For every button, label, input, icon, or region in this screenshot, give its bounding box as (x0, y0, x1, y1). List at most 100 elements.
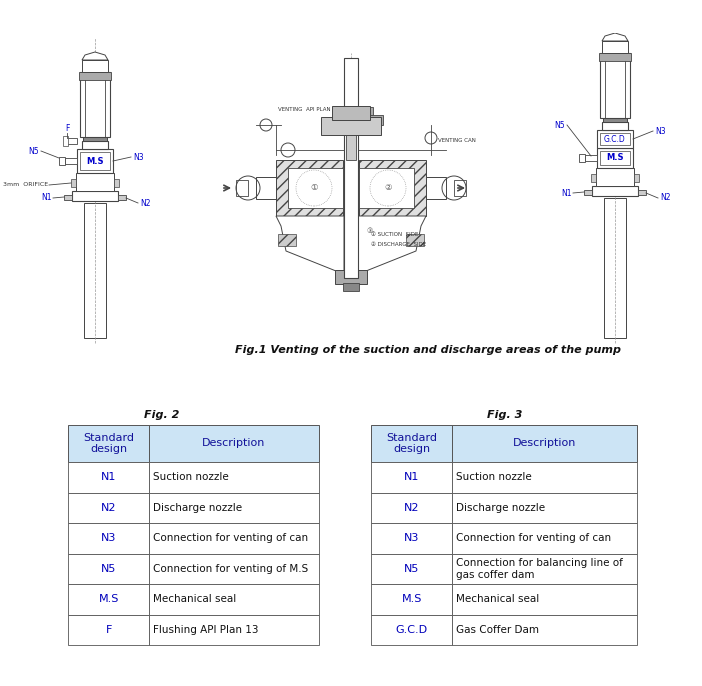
Bar (343, 283, 359, 291)
Text: M.S: M.S (98, 595, 119, 604)
Bar (363, 115, 383, 125)
Bar (600, 53, 630, 118)
Bar (596, 168, 634, 186)
Text: Flushing API Plan 13: Flushing API Plan 13 (153, 625, 259, 635)
Bar (69, 462, 149, 493)
Text: N5: N5 (101, 564, 117, 574)
Text: Standard
design: Standard design (84, 433, 134, 454)
Bar (80, 72, 110, 137)
Bar (288, 168, 343, 208)
Text: M.S: M.S (402, 595, 422, 604)
Text: Connection for venting of M.S: Connection for venting of M.S (153, 564, 309, 574)
Bar (371, 584, 452, 615)
Bar (149, 493, 319, 523)
Bar (585, 155, 597, 161)
Bar (82, 60, 108, 72)
Bar (149, 615, 319, 646)
Bar (452, 425, 637, 462)
Text: F: F (65, 124, 69, 133)
Text: M.S: M.S (86, 156, 104, 165)
Bar (346, 130, 356, 160)
Bar (592, 186, 638, 196)
Polygon shape (602, 33, 628, 41)
Bar (82, 141, 108, 149)
Text: Description: Description (512, 438, 576, 449)
Bar (149, 523, 319, 554)
Text: Discharge nozzle: Discharge nozzle (153, 503, 242, 513)
Text: Fig. 2: Fig. 2 (144, 410, 180, 421)
Bar (149, 425, 319, 462)
Bar (584, 190, 592, 195)
Bar (64, 195, 72, 200)
Polygon shape (358, 216, 426, 271)
Bar (71, 179, 76, 187)
Bar (69, 425, 149, 462)
Polygon shape (82, 52, 108, 60)
Bar (359, 160, 426, 216)
Text: M.S: M.S (607, 154, 624, 163)
Text: Connection for balancing line of
gas coffer dam: Connection for balancing line of gas cof… (456, 558, 623, 580)
Bar (452, 523, 637, 554)
Bar (603, 118, 627, 122)
Bar (256, 177, 276, 199)
Polygon shape (276, 216, 344, 271)
Bar (114, 179, 119, 187)
Text: N2: N2 (404, 503, 419, 513)
Text: ① SUCTION  SIDE: ① SUCTION SIDE (371, 232, 418, 237)
Bar (454, 180, 466, 196)
Bar (452, 462, 637, 493)
Bar (359, 168, 414, 208)
Text: N3: N3 (101, 533, 117, 543)
Bar (597, 148, 633, 168)
Bar (59, 157, 65, 165)
Text: Connection for venting of can: Connection for venting of can (153, 533, 308, 543)
Bar (236, 180, 248, 196)
Bar (371, 462, 452, 493)
Bar (332, 106, 370, 120)
Text: Standard
design: Standard design (386, 433, 437, 454)
Bar (371, 425, 452, 462)
Text: N1: N1 (41, 193, 52, 202)
Bar (452, 584, 637, 615)
Text: Connection for venting of can: Connection for venting of can (456, 533, 611, 543)
Text: Fig. 3: Fig. 3 (487, 410, 522, 421)
Bar (634, 174, 639, 182)
Bar (149, 462, 319, 493)
Bar (84, 203, 106, 338)
Bar (579, 154, 585, 162)
Bar (344, 58, 358, 278)
Bar (69, 554, 149, 584)
Bar (67, 138, 77, 144)
Bar (426, 177, 446, 199)
Bar (604, 198, 626, 338)
Text: ②: ② (384, 183, 392, 193)
Bar (591, 174, 596, 182)
Bar (72, 191, 118, 201)
Text: ② DISCHARGE  SIDE: ② DISCHARGE SIDE (371, 242, 426, 247)
Bar (363, 107, 373, 115)
Text: Suction nozzle: Suction nozzle (153, 472, 229, 482)
Bar (149, 584, 319, 615)
Text: Discharge nozzle: Discharge nozzle (456, 503, 545, 513)
Text: F: F (105, 625, 112, 635)
Bar (600, 151, 630, 165)
Bar (602, 41, 628, 53)
Bar (452, 615, 637, 646)
Text: G.C.D: G.C.D (604, 134, 626, 143)
Text: VENTING CAN: VENTING CAN (438, 137, 476, 143)
Bar (602, 122, 628, 130)
Text: N5: N5 (28, 147, 39, 156)
Bar (600, 133, 630, 145)
Text: Gas Coffer Dam: Gas Coffer Dam (456, 625, 539, 635)
Bar (69, 615, 149, 646)
Bar (321, 117, 381, 135)
Bar (452, 554, 637, 584)
Text: VENTING  API PLAN 13: VENTING API PLAN 13 (278, 107, 339, 112)
Text: N1: N1 (404, 472, 419, 482)
Bar (149, 554, 319, 584)
Bar (638, 190, 646, 195)
Bar (371, 523, 452, 554)
Bar (79, 72, 111, 80)
Bar (63, 136, 68, 146)
Bar (599, 53, 631, 61)
